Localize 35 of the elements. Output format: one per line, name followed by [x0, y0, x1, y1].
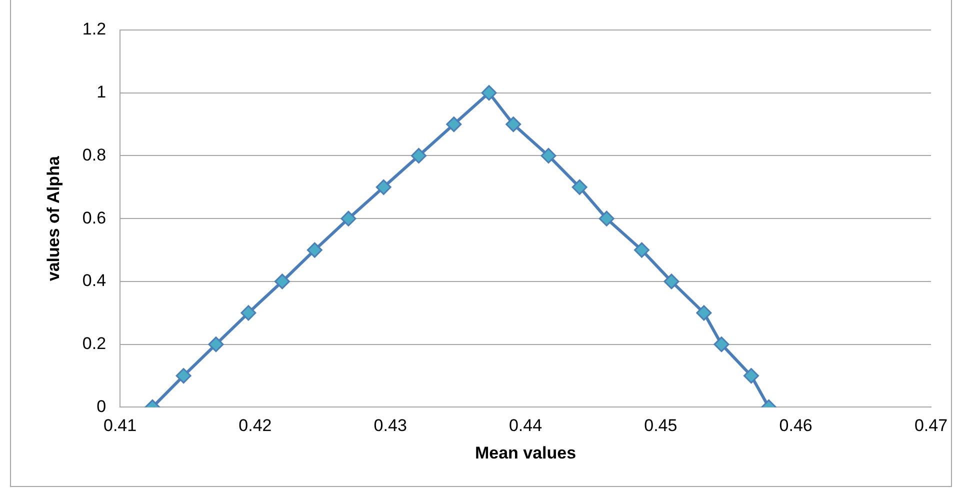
y-tick-label: 0: [96, 396, 106, 416]
point: [481, 85, 497, 101]
x-axis-title: Mean values: [474, 443, 576, 462]
point: [664, 274, 680, 290]
point: [274, 274, 290, 290]
x-tick-label: 0.44: [508, 416, 542, 436]
point: [376, 179, 392, 195]
point: [598, 210, 614, 226]
y-axis-title: values of Alpha: [44, 156, 63, 282]
x-tick-label: 0.47: [914, 416, 948, 436]
point: [340, 210, 356, 226]
point: [208, 336, 224, 352]
x-tick-label: 0.45: [644, 416, 678, 436]
y-tick-label: 1: [96, 82, 106, 102]
point: [540, 148, 556, 164]
x-tick-label: 0.42: [238, 416, 272, 436]
y-tick-label: 1.2: [82, 20, 106, 39]
point: [446, 116, 462, 132]
y-tick-label: 0.6: [82, 208, 106, 228]
point: [634, 242, 650, 258]
y-tick-label: 0.4: [82, 271, 106, 290]
x-tick-label: 0.41: [103, 416, 137, 436]
point: [176, 368, 192, 384]
y-tick-label: 0.2: [82, 334, 106, 354]
point: [306, 242, 322, 258]
y-tick-label: 0.8: [82, 145, 106, 164]
point: [696, 305, 712, 321]
x-tick-label: 0.43: [374, 416, 407, 436]
point: [743, 368, 759, 384]
point: [572, 179, 588, 195]
x-tick-label: 0.46: [779, 416, 812, 436]
point: [240, 305, 256, 321]
point: [410, 148, 426, 164]
point: [714, 336, 730, 352]
point: [506, 116, 522, 132]
